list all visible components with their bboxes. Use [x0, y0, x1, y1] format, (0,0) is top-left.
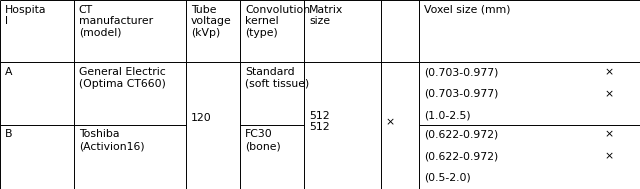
Text: 512
512: 512 512 — [309, 111, 330, 132]
Text: (1.0-2.5): (1.0-2.5) — [424, 111, 471, 121]
Text: Hospita
l: Hospita l — [5, 5, 47, 26]
Text: (0.622-0.972): (0.622-0.972) — [424, 129, 499, 139]
Text: Convolution
kernel
(type): Convolution kernel (type) — [245, 5, 310, 38]
Text: Matrix
size: Matrix size — [309, 5, 344, 26]
Text: A: A — [5, 67, 13, 77]
Text: Standard
(soft tissue): Standard (soft tissue) — [245, 67, 309, 89]
Text: (0.622-0.972): (0.622-0.972) — [424, 151, 499, 161]
Text: (0.5-2.0): (0.5-2.0) — [424, 173, 471, 183]
Text: Voxel size (mm): Voxel size (mm) — [424, 5, 511, 15]
Text: (0.703-0.977): (0.703-0.977) — [424, 67, 499, 77]
Text: ×: × — [605, 129, 614, 139]
Text: Toshiba
(Activion16): Toshiba (Activion16) — [79, 129, 145, 151]
Text: Tube
voltage
(kVp): Tube voltage (kVp) — [191, 5, 232, 38]
Text: General Electric
(Optima CT660): General Electric (Optima CT660) — [79, 67, 166, 89]
Text: B: B — [5, 129, 13, 139]
Text: CT
manufacturer
(model): CT manufacturer (model) — [79, 5, 153, 38]
Text: FC30
(bone): FC30 (bone) — [245, 129, 281, 151]
Text: ×: × — [605, 89, 614, 99]
Text: ×: × — [386, 117, 395, 127]
Text: ×: × — [605, 151, 614, 161]
Text: (0.703-0.977): (0.703-0.977) — [424, 89, 499, 99]
Text: ×: × — [605, 67, 614, 77]
Text: 120: 120 — [191, 113, 211, 123]
